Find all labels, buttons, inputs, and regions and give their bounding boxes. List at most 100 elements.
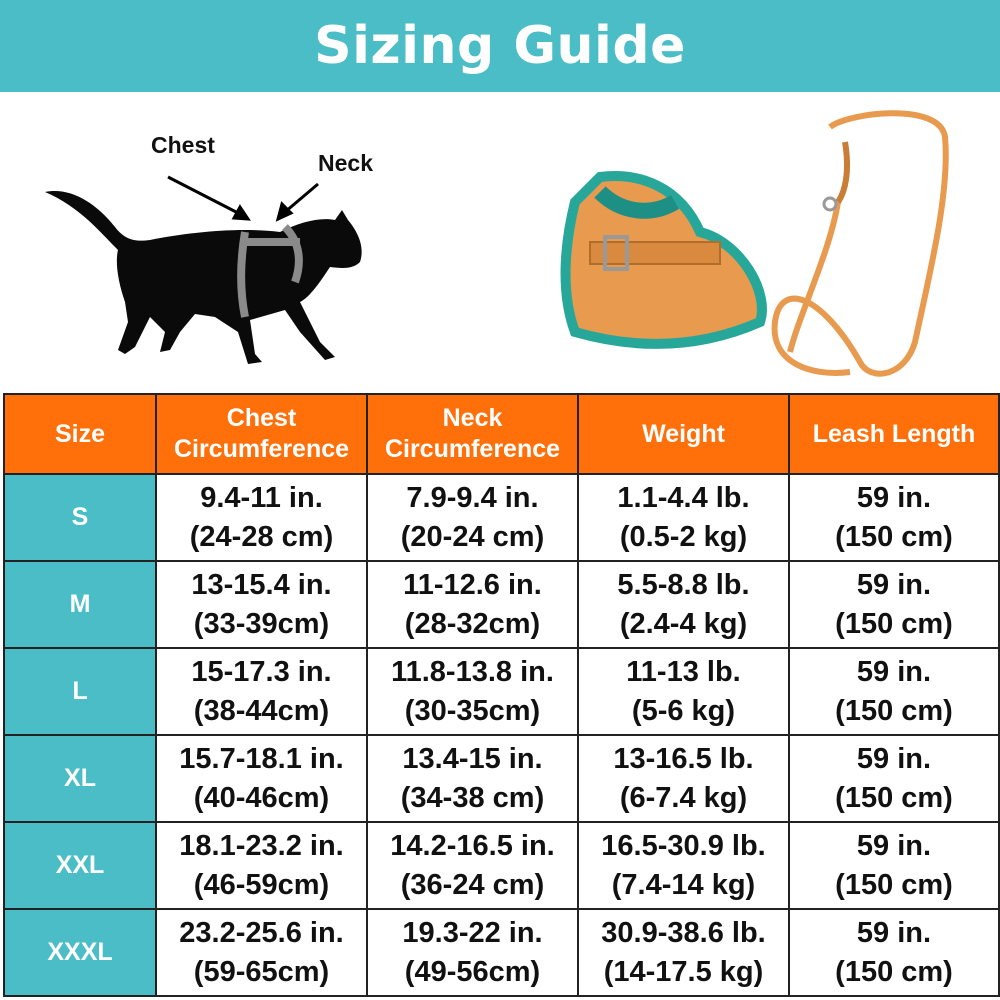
chest-cell: 15.7-18.1 in. (40-46cm) <box>155 734 368 823</box>
leash-imperial: 59 in. <box>856 568 932 601</box>
sizing-table: Size Chest Circumference Neck Circumfere… <box>3 393 1000 997</box>
table-row: M 13-15.4 in. (33-39cm) 11-12.6 in. (28-32cm… <box>3 560 1000 649</box>
weight-cell: 11-13 lb. (5-6 kg) <box>577 647 790 736</box>
leash-imperial: 59 in. <box>856 655 932 688</box>
size-cell: XXXL <box>3 908 157 997</box>
chest-cell: 13-15.4 in. (33-39cm) <box>155 560 368 649</box>
chest-metric: (38-44cm) <box>193 694 330 727</box>
chest-imperial: 23.2-25.6 in. <box>179 916 344 949</box>
chest-cell: 9.4-11 in. (24-28 cm) <box>155 473 368 562</box>
weight-imperial: 16.5-30.9 lb. <box>601 829 766 862</box>
size-cell: XXL <box>3 821 157 910</box>
neck-imperial: 11-12.6 in. <box>403 568 542 601</box>
leash-imperial: 59 in. <box>856 916 932 949</box>
header-neck: Neck Circumference <box>366 393 579 475</box>
table-row: S 9.4-11 in. (24-28 cm) 7.9-9.4 in. (20-24 c… <box>3 473 1000 562</box>
neck-imperial: 19.3-22 in. <box>402 916 543 949</box>
leash-metric: (150 cm) <box>835 694 953 727</box>
chest-metric: (24-28 cm) <box>189 520 334 553</box>
chest-cell: 18.1-23.2 in. (46-59cm) <box>155 821 368 910</box>
weight-cell: 16.5-30.9 lb. (7.4-14 kg) <box>577 821 790 910</box>
neck-imperial: 11.8-13.8 in. <box>391 655 554 688</box>
chest-imperial: 15.7-18.1 in. <box>179 742 344 775</box>
weight-cell: 1.1-4.4 lb. (0.5-2 kg) <box>577 473 790 562</box>
leash-cell: 59 in. (150 cm) <box>788 734 1000 823</box>
weight-imperial: 1.1-4.4 lb. <box>617 481 750 514</box>
neck-label: Neck <box>318 150 373 176</box>
leash-metric: (150 cm) <box>835 607 953 640</box>
chest-metric: (46-59cm) <box>193 868 330 901</box>
neck-imperial: 14.2-16.5 in. <box>390 829 555 862</box>
header-size: Size <box>3 393 157 475</box>
leash-imperial: 59 in. <box>856 742 932 775</box>
neck-cell: 13.4-15 in. (34-38 cm) <box>366 734 579 823</box>
leash-metric: (150 cm) <box>835 955 953 988</box>
weight-imperial: 13-16.5 lb. <box>613 742 754 775</box>
neck-cell: 19.3-22 in. (49-56cm) <box>366 908 579 997</box>
weight-metric: (14-17.5 kg) <box>603 955 764 988</box>
chest-metric: (59-65cm) <box>193 955 330 988</box>
header-chest: Chest Circumference <box>155 393 368 475</box>
header-leash: Leash Length <box>788 393 1000 475</box>
illustration-area: Chest Neck <box>0 92 1000 390</box>
cat-harness-illustration <box>45 110 949 377</box>
leash-imperial: 59 in. <box>856 481 932 514</box>
weight-metric: (2.4-4 kg) <box>619 607 748 640</box>
leash-cell: 59 in. (150 cm) <box>788 908 1000 997</box>
table-row: XXL 18.1-23.2 in. (46-59cm) 14.2-16.5 in. (3… <box>3 821 1000 910</box>
neck-metric: (30-35cm) <box>404 694 541 727</box>
weight-cell: 30.9-38.6 lb. (14-17.5 kg) <box>577 908 790 997</box>
size-cell: L <box>3 647 157 736</box>
size-cell: XL <box>3 734 157 823</box>
neck-metric: (36-24 cm) <box>400 868 545 901</box>
title-banner: Sizing Guide <box>0 0 1000 92</box>
neck-metric: (28-32cm) <box>404 607 541 640</box>
leash-metric: (150 cm) <box>835 520 953 553</box>
leash-cell: 59 in. (150 cm) <box>788 821 1000 910</box>
chest-label: Chest <box>151 132 215 158</box>
neck-imperial: 13.4-15 in. <box>402 742 543 775</box>
measure-arrows <box>167 175 319 222</box>
leash-cell: 59 in. (150 cm) <box>788 473 1000 562</box>
cat-harness-drawing <box>237 224 303 318</box>
weight-imperial: 5.5-8.8 lb. <box>617 568 750 601</box>
weight-metric: (7.4-14 kg) <box>611 868 756 901</box>
chest-imperial: 18.1-23.2 in. <box>179 829 344 862</box>
neck-metric: (49-56cm) <box>404 955 541 988</box>
neck-metric: (20-24 cm) <box>400 520 545 553</box>
chest-metric: (40-46cm) <box>193 781 330 814</box>
weight-metric: (6-7.4 kg) <box>619 781 748 814</box>
leash-product-image <box>771 110 949 377</box>
weight-imperial: 30.9-38.6 lb. <box>601 916 766 949</box>
weight-metric: (0.5-2 kg) <box>619 520 748 553</box>
weight-metric: (5-6 kg) <box>631 694 736 727</box>
size-cell: S <box>3 473 157 562</box>
chest-imperial: 9.4-11 in. <box>200 481 323 514</box>
weight-imperial: 11-13 lb. <box>626 655 741 688</box>
page-title: Sizing Guide <box>314 16 686 76</box>
chest-imperial: 13-15.4 in. <box>191 568 332 601</box>
harness-product-image <box>560 171 767 349</box>
neck-cell: 7.9-9.4 in. (20-24 cm) <box>366 473 579 562</box>
cat-silhouette <box>45 191 362 364</box>
leash-cell: 59 in. (150 cm) <box>788 647 1000 736</box>
leash-metric: (150 cm) <box>835 868 953 901</box>
header-weight: Weight <box>577 393 790 475</box>
chest-metric: (33-39cm) <box>193 607 330 640</box>
neck-metric: (34-38 cm) <box>400 781 545 814</box>
weight-cell: 5.5-8.8 lb. (2.4-4 kg) <box>577 560 790 649</box>
neck-cell: 14.2-16.5 in. (36-24 cm) <box>366 821 579 910</box>
table-header-row: Size Chest Circumference Neck Circumfere… <box>3 393 1000 475</box>
leash-imperial: 59 in. <box>856 829 932 862</box>
leash-metric: (150 cm) <box>835 781 953 814</box>
table-row: L 15-17.3 in. (38-44cm) 11.8-13.8 in. (30-35… <box>3 647 1000 736</box>
weight-cell: 13-16.5 lb. (6-7.4 kg) <box>577 734 790 823</box>
neck-cell: 11-12.6 in. (28-32cm) <box>366 560 579 649</box>
leash-cell: 59 in. (150 cm) <box>788 560 1000 649</box>
chest-cell: 23.2-25.6 in. (59-65cm) <box>155 908 368 997</box>
size-cell: M <box>3 560 157 649</box>
neck-cell: 11.8-13.8 in. (30-35cm) <box>366 647 579 736</box>
chest-imperial: 15-17.3 in. <box>191 655 332 688</box>
table-row: XXXL 23.2-25.6 in. (59-65cm) 19.3-22 in. (49… <box>3 908 1000 997</box>
neck-imperial: 7.9-9.4 in. <box>406 481 539 514</box>
